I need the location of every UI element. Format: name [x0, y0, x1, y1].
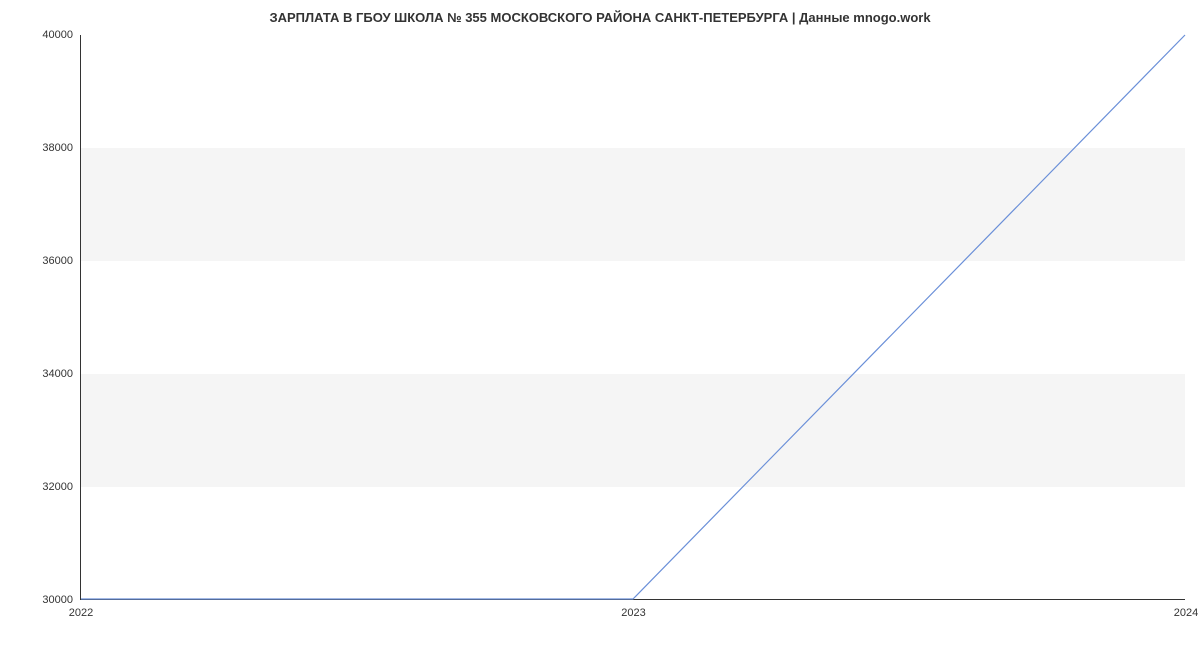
salary-chart: ЗАРПЛАТА В ГБОУ ШКОЛА № 355 МОСКОВСКОГО …	[0, 0, 1200, 650]
chart-title: ЗАРПЛАТА В ГБОУ ШКОЛА № 355 МОСКОВСКОГО …	[0, 10, 1200, 25]
x-tick-label: 2023	[621, 599, 645, 619]
x-tick-label: 2022	[69, 599, 93, 619]
line-layer	[81, 35, 1185, 599]
y-tick-label: 36000	[42, 255, 81, 267]
y-tick-label: 38000	[42, 142, 81, 154]
plot-area: 3000032000340003600038000400002022202320…	[80, 35, 1185, 600]
y-tick-label: 34000	[42, 368, 81, 380]
y-tick-label: 32000	[42, 481, 81, 493]
series-line	[81, 35, 1185, 599]
x-tick-label: 2024	[1174, 599, 1198, 619]
y-tick-label: 40000	[42, 29, 81, 41]
